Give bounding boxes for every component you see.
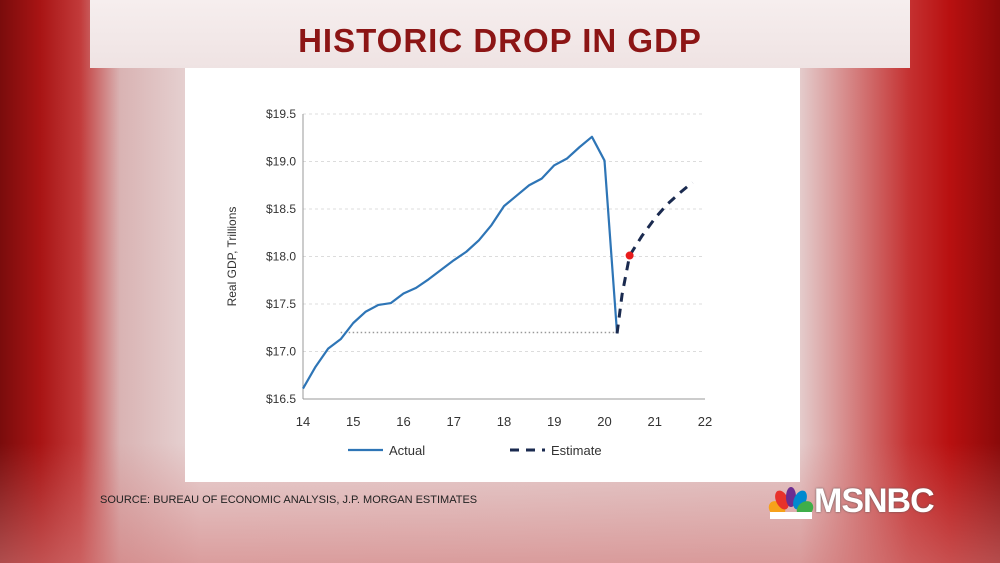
peacock-icon: [768, 486, 814, 519]
x-tick-label: 15: [346, 414, 360, 429]
source-caption: SOURCE: BUREAU OF ECONOMIC ANALYSIS, J.P…: [100, 494, 478, 506]
y-tick-label: $19.5: [266, 107, 296, 121]
page-title: HISTORIC DROP IN GDP: [298, 22, 702, 59]
highlight-point: [625, 251, 634, 260]
chart-panel: [185, 68, 800, 482]
y-tick-label: $19.0: [266, 155, 296, 169]
x-tick-label: 21: [648, 414, 662, 429]
x-tick-label: 20: [597, 414, 611, 429]
y-tick-label: $16.5: [266, 392, 296, 406]
x-tick-label: 18: [497, 414, 511, 429]
x-tick-label: 16: [396, 414, 410, 429]
x-tick-label: 22: [698, 414, 712, 429]
y-tick-label: $17.0: [266, 345, 296, 359]
series-line-actual: [302, 135, 619, 390]
x-tick-label: 14: [296, 414, 310, 429]
msnbc-logo: MSNBC: [768, 482, 935, 521]
logo-text: MSNBC: [814, 482, 935, 520]
title-bar: HISTORIC DROP IN GDP: [90, 0, 910, 68]
y-tick-label: $18.5: [266, 202, 296, 216]
y-tick-label: $17.5: [266, 297, 296, 311]
legend-label: Estimate: [551, 443, 602, 458]
x-tick-label: 19: [547, 414, 561, 429]
series-line-estimate: [615, 181, 694, 334]
y-tick-label: $18.0: [266, 250, 296, 264]
y-axis-label: Real GDP, Trillions: [225, 207, 239, 307]
x-tick-label: 17: [447, 414, 461, 429]
legend-label: Actual: [389, 443, 425, 458]
